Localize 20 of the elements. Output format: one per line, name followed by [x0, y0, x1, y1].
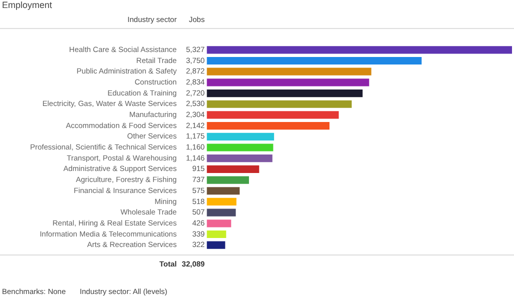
bar: [206, 165, 260, 173]
bar: [206, 220, 232, 228]
bar: [206, 46, 512, 54]
bar: [206, 187, 240, 195]
bar: [206, 122, 330, 130]
bar: [206, 176, 249, 184]
bar: [206, 132, 274, 140]
bar: [206, 241, 226, 249]
bar: [206, 89, 363, 98]
bar: [206, 144, 274, 152]
text: Employment: [1, 0, 54, 10]
bar: [206, 230, 226, 238]
bar: [206, 111, 339, 119]
bar: [206, 208, 236, 216]
bar: [206, 100, 352, 108]
bar: [206, 198, 236, 206]
bar: [206, 78, 370, 86]
bar: [206, 68, 372, 76]
bar: [206, 154, 272, 162]
bar: [206, 56, 422, 65]
